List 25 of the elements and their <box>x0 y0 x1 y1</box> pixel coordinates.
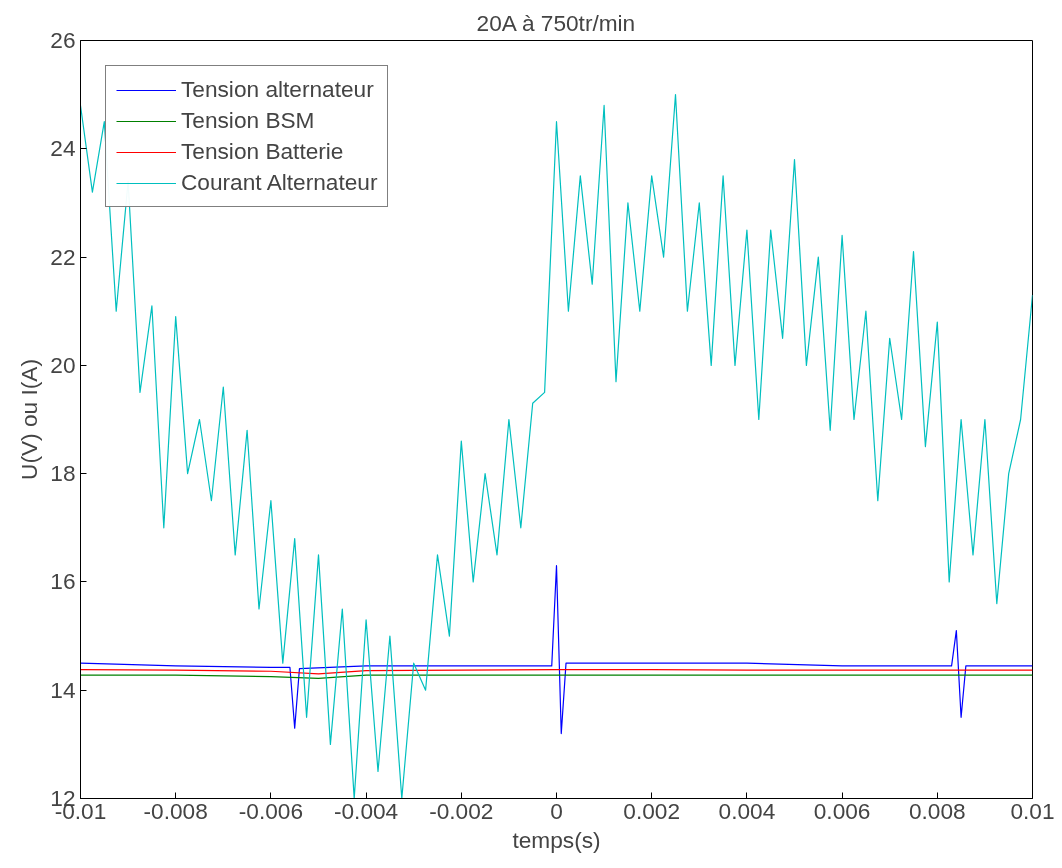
x-tick-label: -0.004 <box>333 797 399 824</box>
chart-title: 20A à 750tr/min <box>476 9 636 36</box>
y-tick-label: 16 <box>50 568 76 595</box>
x-axis-title: temps(s) <box>512 826 601 853</box>
x-tick-label: 0.004 <box>718 797 776 824</box>
y-tick-label: 22 <box>50 243 76 270</box>
y-tick-label: 20 <box>50 351 76 378</box>
y-tick-label: 18 <box>50 460 76 487</box>
x-tick-label: 0.008 <box>908 797 966 824</box>
y-axis-title: U(V) ou I(A) <box>16 359 43 480</box>
legend-label: Courant Alternateur <box>181 169 378 196</box>
x-tick-label: 0.01 <box>1010 797 1055 824</box>
x-tick-label: -0.006 <box>238 797 304 824</box>
legend-label: Tension Batterie <box>181 138 344 165</box>
y-tick-label: 14 <box>50 676 76 703</box>
legend-label: Tension alternateur <box>181 76 374 103</box>
x-tick-label: 0.006 <box>813 797 871 824</box>
y-tick-label: 24 <box>50 135 76 162</box>
x-tick-label: 0 <box>550 797 563 824</box>
x-tick-label: -0.008 <box>143 797 208 824</box>
line-series <box>80 565 1033 735</box>
x-tick-label: -0.002 <box>429 797 494 824</box>
x-tick-label: 0.002 <box>623 797 681 824</box>
y-tick-label: 26 <box>50 27 76 53</box>
legend-label: Tension BSM <box>181 107 315 134</box>
